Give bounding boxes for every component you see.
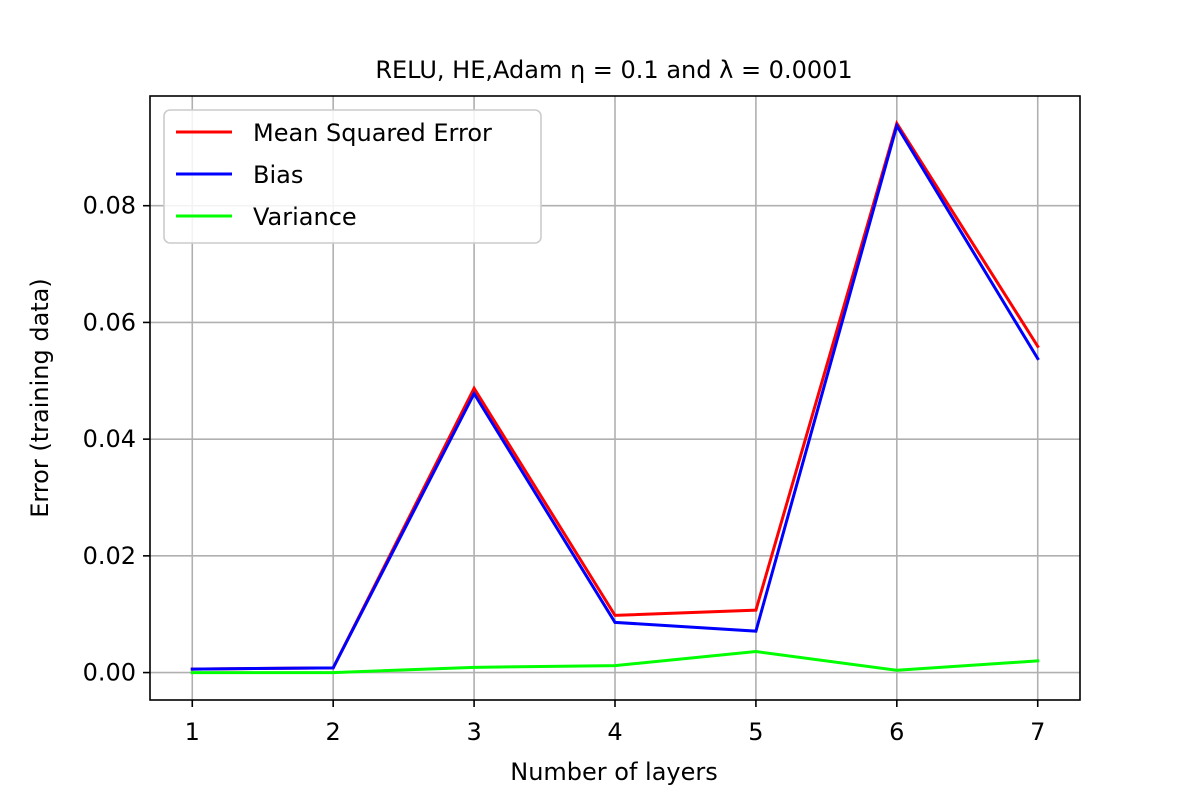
- x-tick-label: 7: [1030, 718, 1045, 746]
- y-tick-label: 0.06: [83, 308, 136, 336]
- legend-box: [163, 109, 542, 244]
- axis-ticks: 1 2 3 4 5 6 7 0.00 0.02 0.04 0.06 0.08: [83, 192, 1046, 746]
- series-lines: [190, 119, 1040, 675]
- legend-items: Mean Squared Error Bias Variance: [176, 119, 492, 231]
- x-tick-label: 5: [748, 718, 763, 746]
- legend-label-variance: Variance: [253, 203, 357, 231]
- x-axis-title: Number of layers: [510, 758, 718, 786]
- x-tick-label: 3: [466, 718, 481, 746]
- chart-title: RELU, HE,Adam η = 0.1 and λ = 0.0001: [375, 56, 852, 84]
- series-line-bias: [190, 122, 1040, 671]
- legend-label-bias: Bias: [253, 161, 303, 189]
- legend-label-mean-squared-error: Mean Squared Error: [253, 119, 492, 147]
- y-tick-label: 0.04: [83, 425, 136, 453]
- legend: Mean Squared Error Bias Variance: [163, 109, 542, 244]
- x-tick-label: 1: [185, 718, 200, 746]
- y-tick-label: 0.02: [83, 542, 136, 570]
- series-line-variance: [190, 650, 1040, 675]
- y-tick-label: 0.00: [83, 659, 136, 687]
- x-tick-label: 2: [326, 718, 341, 746]
- y-axis-title: Error (training data): [26, 278, 54, 518]
- y-tick-label: 0.08: [83, 192, 136, 220]
- x-tick-label: 6: [889, 718, 904, 746]
- x-tick-label: 4: [607, 718, 622, 746]
